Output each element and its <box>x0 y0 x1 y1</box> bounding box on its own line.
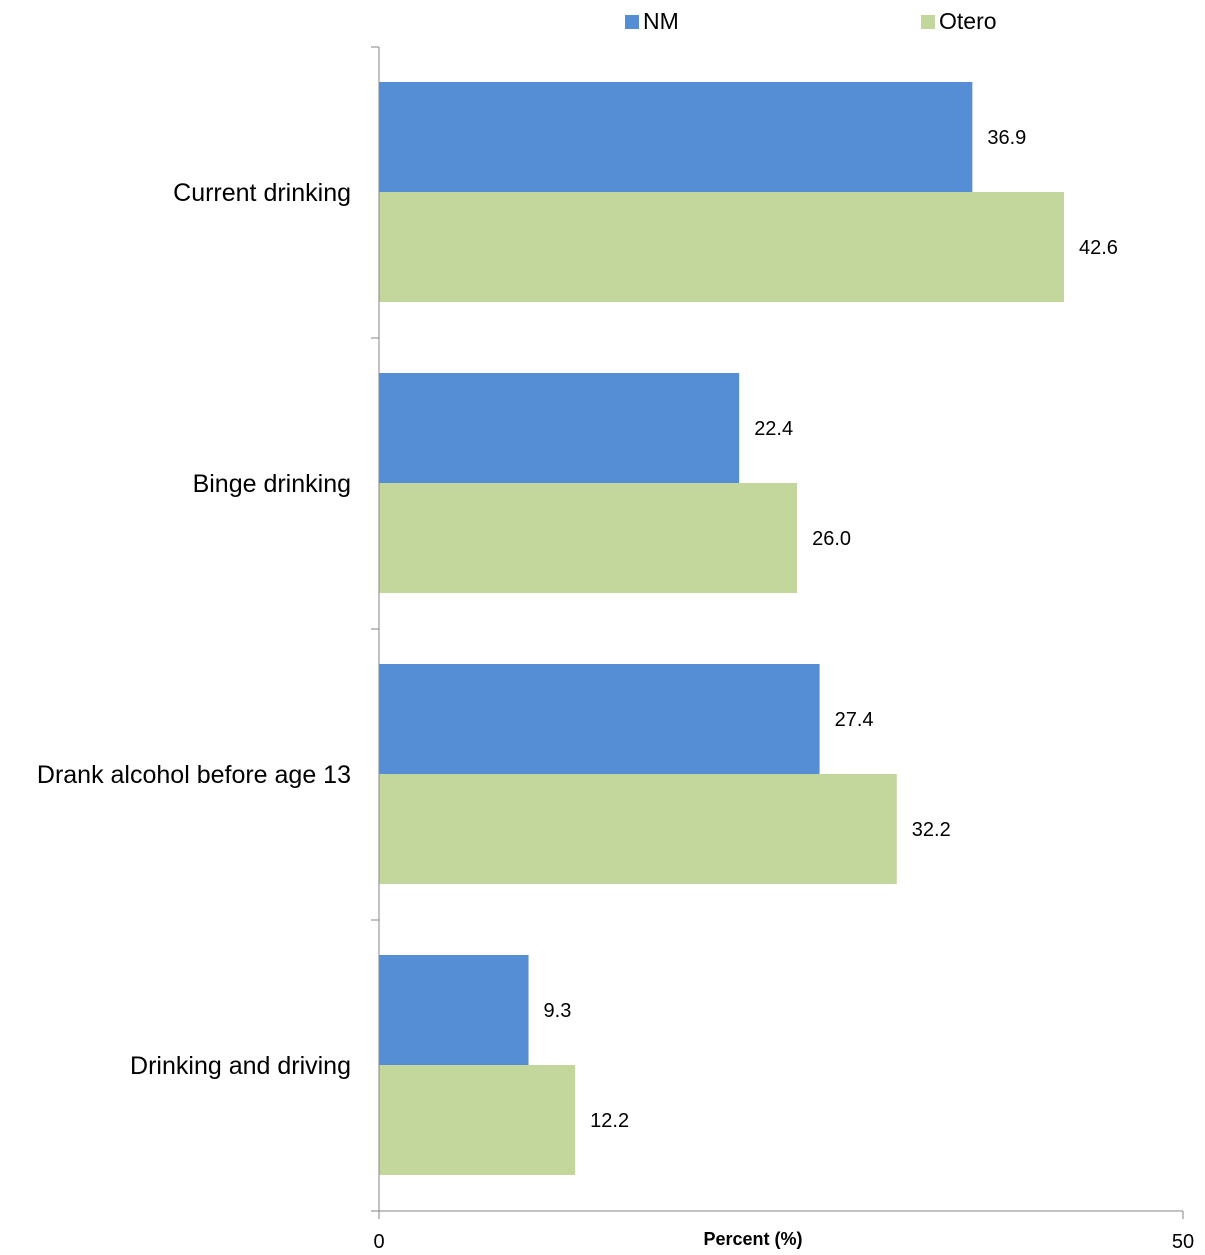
legend-swatch-otero <box>921 14 935 29</box>
category-label-2: Drank alcohol before age 13 <box>37 761 351 789</box>
x-tick-label-1: 50 <box>1172 1231 1194 1253</box>
value-label-nm-3: 9.3 <box>544 1000 572 1022</box>
bar-nm-3 <box>379 955 529 1065</box>
value-label-otero-1: 26.0 <box>812 528 851 550</box>
value-label-nm-2: 27.4 <box>835 709 874 731</box>
bar-otero-3 <box>379 1065 576 1175</box>
legend: NM Otero <box>0 8 1205 38</box>
legend-swatch-nm <box>625 14 639 29</box>
category-label-0: Current drinking <box>173 179 351 207</box>
bar-otero-2 <box>379 774 897 884</box>
bar-nm-1 <box>379 373 740 483</box>
value-label-nm-1: 22.4 <box>754 418 793 440</box>
legend-label-otero: Otero <box>939 8 997 34</box>
bar-nm-2 <box>379 664 820 774</box>
category-label-3: Drinking and driving <box>130 1052 351 1080</box>
value-label-nm-0: 36.9 <box>987 127 1026 149</box>
bar-otero-1 <box>379 483 798 593</box>
x-tick-label-0: 0 <box>373 1231 384 1253</box>
legend-item-nm: NM <box>625 8 679 35</box>
legend-item-otero: Otero <box>921 8 997 35</box>
bar-otero-0 <box>379 192 1065 302</box>
bar-nm-0 <box>379 82 973 192</box>
x-axis-title: Percent (%) <box>703 1229 802 1249</box>
value-label-otero-3: 12.2 <box>590 1110 629 1132</box>
value-label-otero-0: 42.6 <box>1079 237 1118 259</box>
legend-label-nm: NM <box>643 8 679 34</box>
category-label-1: Binge drinking <box>193 470 351 498</box>
value-label-otero-2: 32.2 <box>912 819 951 841</box>
